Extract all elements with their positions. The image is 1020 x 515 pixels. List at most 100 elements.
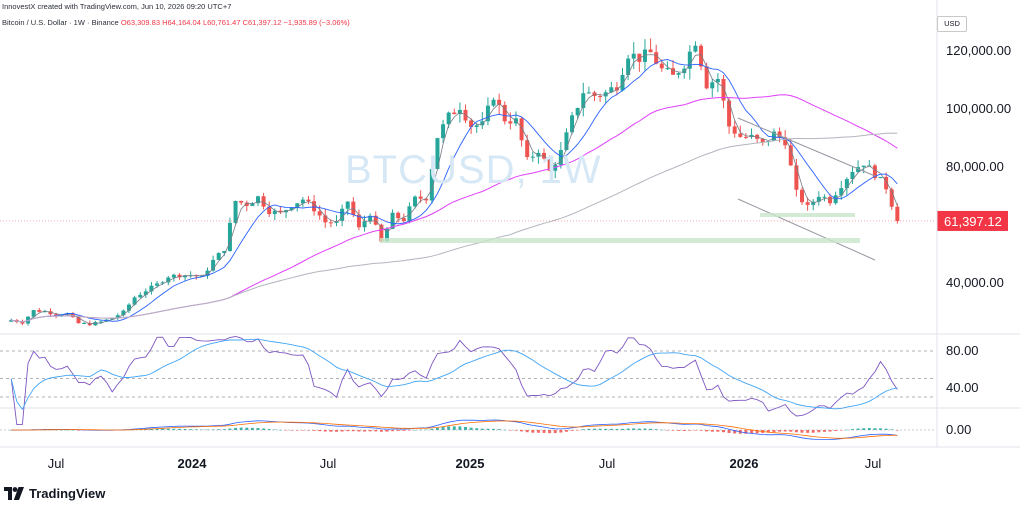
candle-body [110,318,115,320]
candle [474,123,479,133]
macd-histogram-bar [340,430,344,432]
macd-histogram-bar [637,428,641,430]
candle [171,273,176,282]
candle [816,191,821,206]
candle-body [861,165,866,168]
candle-body [177,274,182,278]
candle-body [525,140,530,158]
candle-body [687,51,692,69]
candle [244,200,249,212]
macd-histogram-bar [312,430,316,431]
candle-body [407,206,412,221]
candle [850,166,855,184]
candle-body [727,100,732,127]
candle-body [620,74,625,91]
candle-body [401,218,406,221]
candle-body [659,63,664,69]
candle [800,187,805,205]
candle [581,82,586,117]
macd-histogram-bar [598,428,602,430]
candle-body [65,313,70,315]
macd-histogram-bar [290,430,294,431]
macd-histogram-bar [194,429,198,430]
macd-histogram-bar [766,430,770,433]
candle-body [289,207,294,211]
candle-body [839,188,844,196]
macd-histogram-bar [256,427,260,430]
candle [143,288,148,298]
candle-body [233,200,238,223]
axes: 120,000.00 100,000.00 80,000.00 40,000.00 61… [0,0,1011,471]
candle-body [648,49,653,53]
macd-histogram-bar [71,429,75,431]
candle-body [356,214,361,228]
macd-line [11,419,898,440]
macd-histogram-bar [357,430,361,432]
candle [570,111,575,135]
candle [609,81,614,94]
macd-histogram-bar [273,429,277,430]
macd-histogram-bar [284,430,288,431]
candle-body [671,68,676,75]
macd-histogram-bar [564,430,568,432]
candle [749,128,754,139]
rsi-ma-line [10,338,898,411]
time-axis-label: Jul [599,456,616,471]
candle-body [205,270,210,276]
candle [788,138,793,167]
candle [614,81,619,96]
macd-histogram-bar [407,430,411,431]
candle-body [418,196,423,199]
macd-histogram-bar [177,428,181,430]
candle [491,97,496,108]
macd-histogram-bar [262,428,266,430]
macd-histogram-bar [396,430,400,431]
candle-body [76,317,81,324]
macd-histogram-bar [682,430,686,431]
candle-body [166,277,171,283]
candle-body [693,45,698,52]
macd-histogram-bar [553,430,557,434]
candle [665,61,670,71]
macd-histogram-bar [318,430,322,432]
macd-histogram-bar [206,429,210,431]
ma-long-line [11,132,898,323]
candle-body [833,195,838,204]
candle [671,60,676,75]
macd-histogram-bar [402,430,406,431]
macd-histogram-bar [867,427,871,430]
candle-body [676,73,681,75]
candle-body [216,253,221,260]
candle-body [575,108,580,116]
candle-body [452,112,457,115]
candle [429,165,434,204]
currency-button[interactable]: USD [937,16,967,32]
candle-body [508,121,513,124]
candle-body [82,323,87,325]
macd-histogram-bar [335,430,339,432]
macd-histogram-bar [828,430,832,432]
candle-body [413,196,418,207]
macd-histogram-bar [806,430,810,433]
macd-signal-line [11,420,898,439]
tradingview-logo[interactable]: TradingView [4,486,105,501]
candle-body [211,259,216,271]
candle [755,133,760,143]
symbol-legend[interactable]: Bitcoin / U.S. Dollar · 1W · Binance O63… [2,18,350,27]
macd-histogram-bar [435,427,439,430]
candle-body [626,58,631,75]
macd-histogram-bar [688,430,692,431]
macd-histogram-bar [581,429,585,430]
candle-body [244,202,249,206]
symbol-watermark: BTCUSD, 1W [345,148,602,192]
last-price-label: 61,397.12 [944,214,1002,229]
downtrend-support-line [737,198,876,261]
candle-body [183,275,188,278]
candle-body [895,206,900,221]
candle-body [822,196,827,198]
candle [822,194,827,202]
candle-body [743,136,748,138]
macd-histogram-bar [172,428,176,430]
candle [867,160,872,167]
